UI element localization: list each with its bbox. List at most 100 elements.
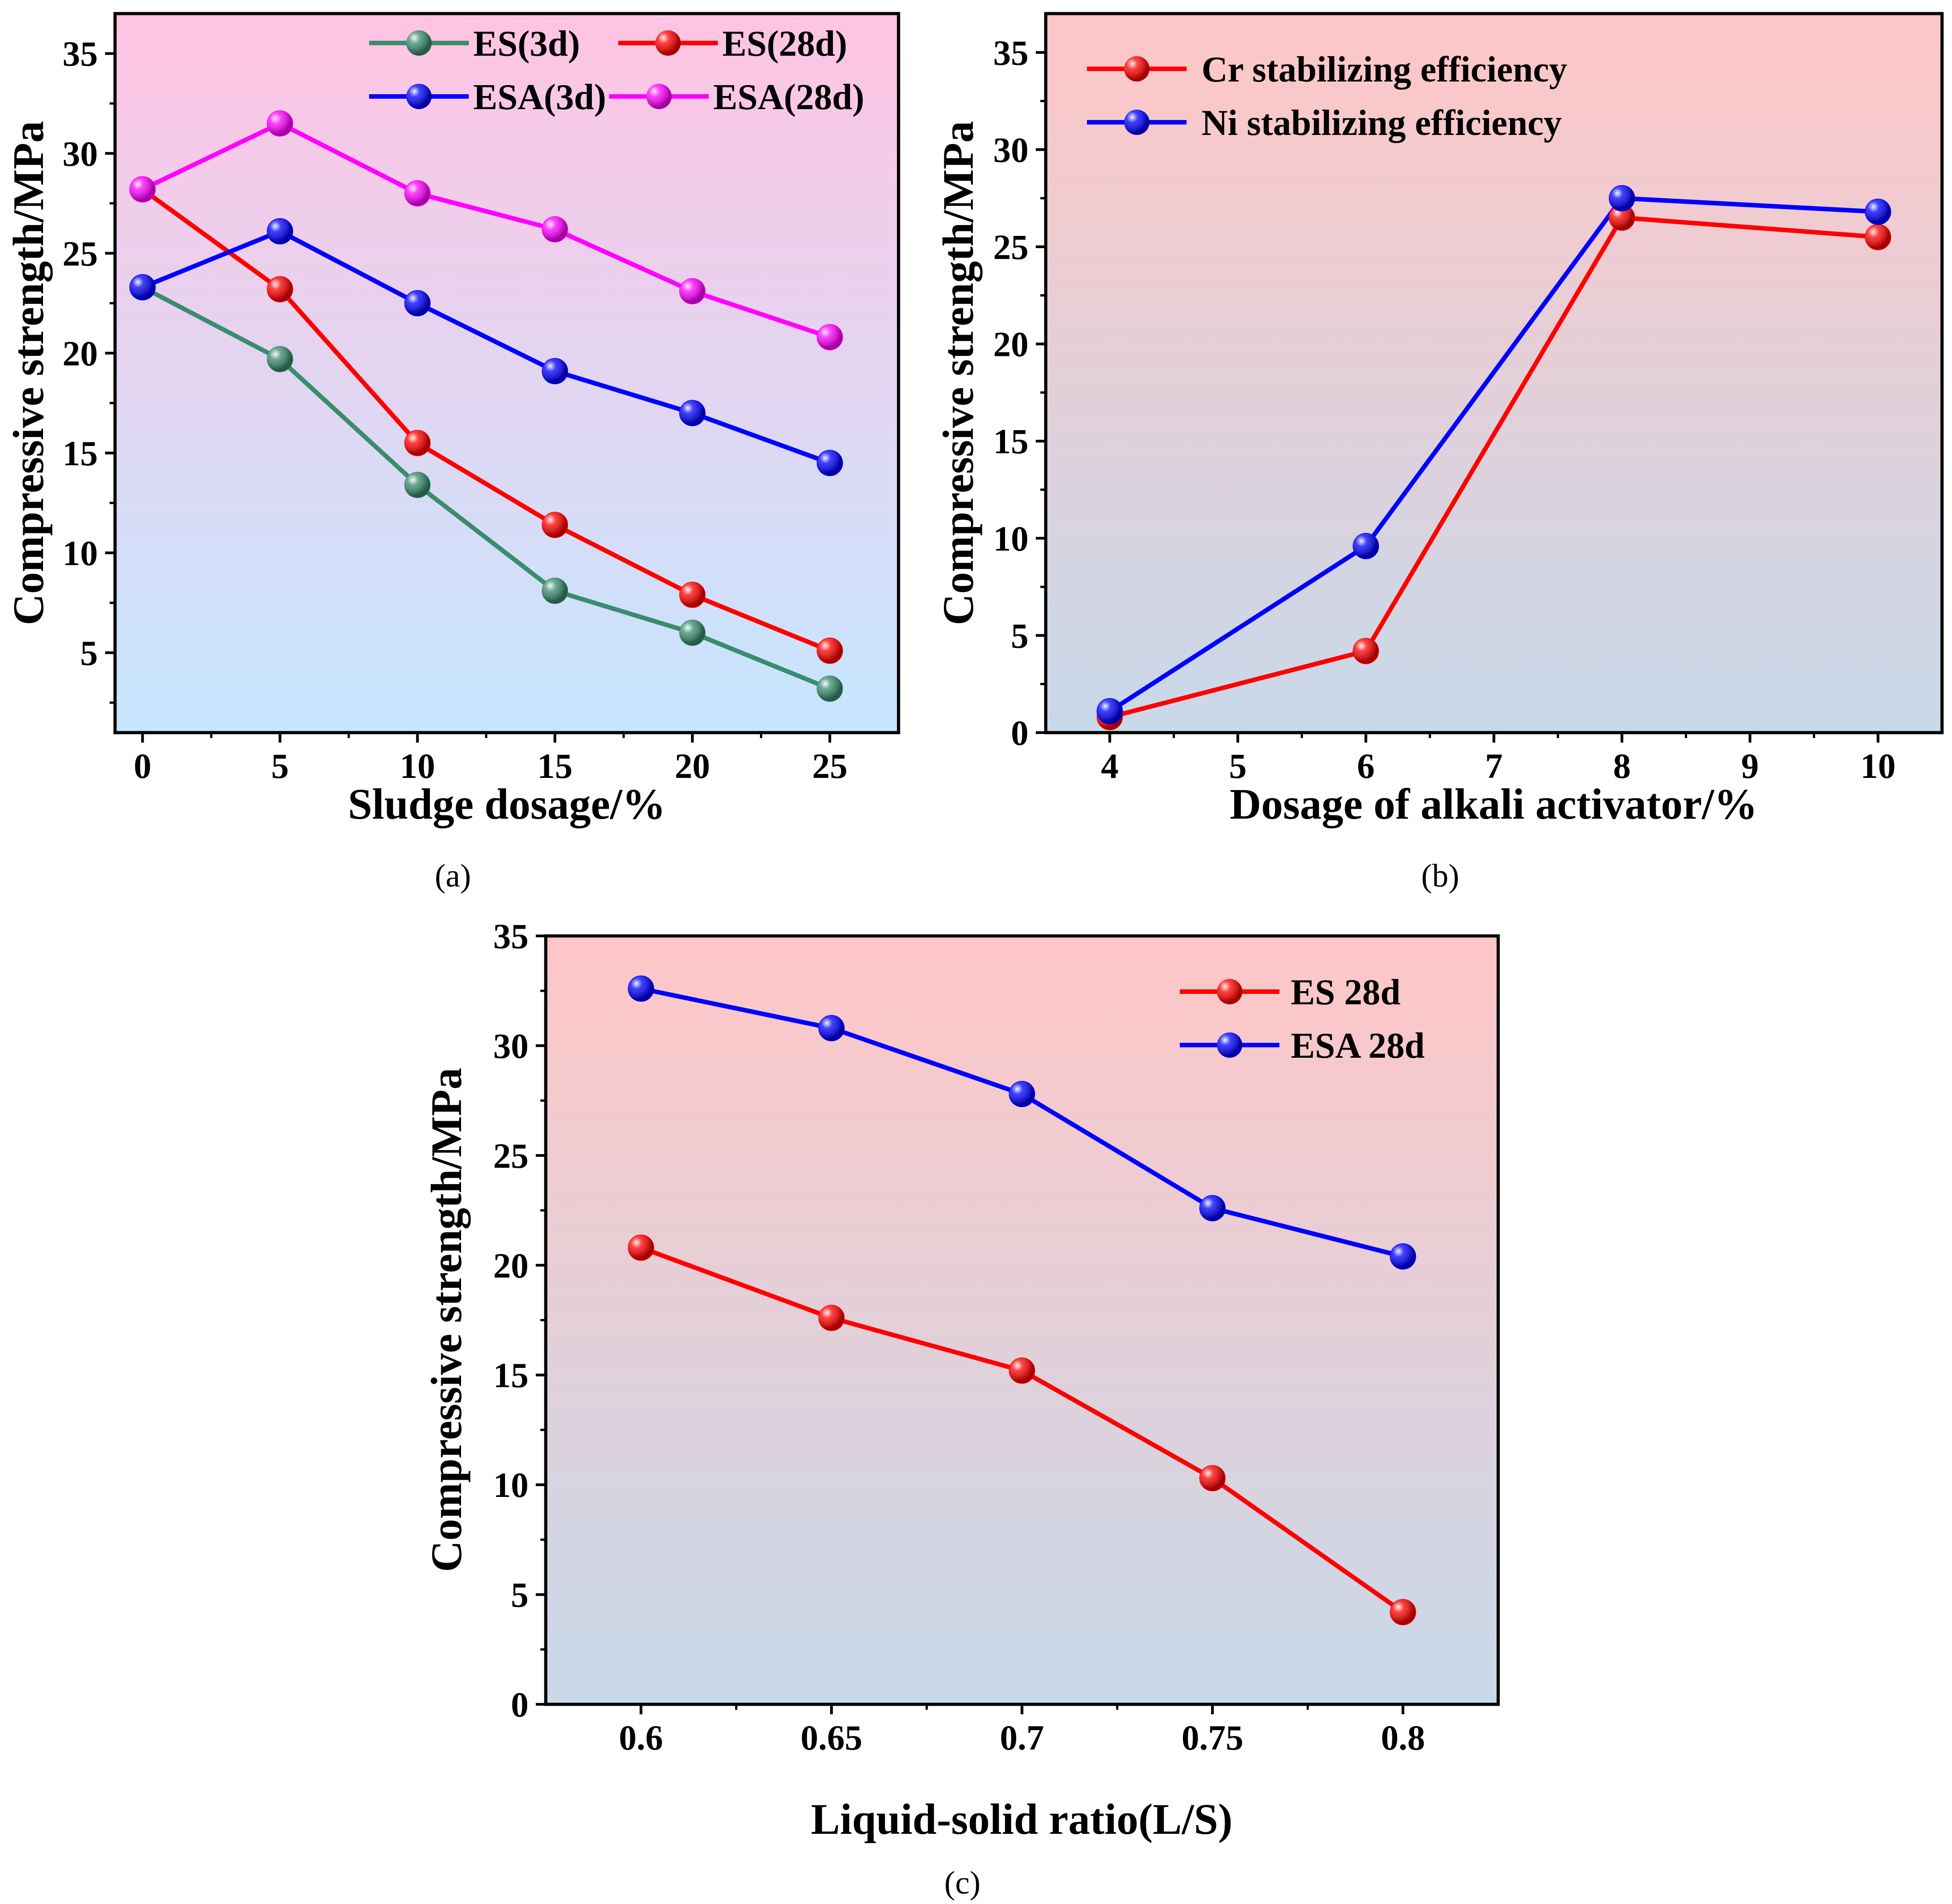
data-point-shine-esa-28d-4 <box>1390 1243 1416 1269</box>
plot-area-a <box>115 14 899 733</box>
legend-label-es-28d: ES(28d) <box>722 24 847 64</box>
legend-label-es-3d: ES(3d) <box>473 24 580 64</box>
y-tick-label-25: 25 <box>63 234 98 273</box>
legend-c: ES 28d ESA 28d <box>1180 973 1425 1066</box>
data-point-shine-cr-stabilizing-efficiency-2 <box>1609 205 1635 230</box>
data-point-shine-es-3d-2 <box>404 472 430 498</box>
data-point-shine-ni-stabilizing-efficiency-0 <box>1097 698 1123 724</box>
y-tick-label-15: 15 <box>63 433 98 473</box>
plot-frame-a <box>113 12 900 734</box>
series-line-ni-stabilizing-efficiency <box>1108 196 1878 713</box>
legend-marker-shine-esa-28d-c <box>1217 1032 1242 1058</box>
data-point-shine-es-28d-4 <box>1390 1599 1416 1625</box>
legend-label-esa-28d: ESA(28d) <box>713 77 864 117</box>
x-tick-label-0: 0 <box>134 746 151 786</box>
legend-marker-shine-es-28d-c <box>1217 979 1242 1004</box>
x-tick-label-5: 5 <box>1229 746 1247 786</box>
x-axis-title-c: Liquid-solid ratio(L/S) <box>811 1795 1233 1843</box>
y-tick-label-35: 35 <box>493 916 529 956</box>
chart-panel-a: 0 5 10 15 20 25 5 10 15 20 25 30 35 Compressive stre… <box>4 12 900 894</box>
data-point-shine-esa-28d-3 <box>542 216 568 242</box>
x-tick-label-5: 5 <box>271 746 289 786</box>
data-point-shine-esa-28d-1 <box>267 110 293 136</box>
data-point-shine-es-3d-5 <box>817 676 843 701</box>
y-tick-label-15: 15 <box>493 1356 529 1395</box>
y-tick-label-30: 30 <box>493 1026 529 1065</box>
y-tick-label-25: 25 <box>993 227 1029 267</box>
data-point-shine-esa-3d-5 <box>817 450 843 476</box>
data-point-shine-es-28d-3 <box>542 512 568 538</box>
x-tick-label-0-7: 0.7 <box>1000 1718 1044 1757</box>
x-tick-label-0-65: 0.65 <box>801 1718 863 1757</box>
data-point-shine-ni-stabilizing-efficiency-1 <box>1353 533 1379 559</box>
y-tick-label-5: 5 <box>80 633 98 673</box>
chart-panel-b: 4 5 6 7 8 9 10 0 5 10 15 20 25 30 35 Compressive stren… <box>934 12 1944 894</box>
data-point-shine-es-3d-4 <box>679 620 705 646</box>
x-tick-label-4: 4 <box>1101 746 1119 786</box>
data-point-shine-esa-28d-5 <box>817 324 843 350</box>
legend-marker-shine-es-3d <box>406 30 432 56</box>
legend-marker-shine-ni <box>1124 110 1149 135</box>
data-point-shine-es-28d-2 <box>404 430 430 456</box>
legend-marker-shine-esa-28d <box>646 84 672 109</box>
data-point-shine-esa-28d-4 <box>679 278 705 304</box>
series-line-esa-3d <box>141 229 831 465</box>
x-tick-label-25: 25 <box>812 746 847 786</box>
x-tick-label-8: 8 <box>1613 746 1631 786</box>
y-tick-label-20: 20 <box>493 1246 529 1285</box>
legend-label-ni: Ni stabilizing efficiency <box>1202 103 1562 143</box>
y-tick-label-35: 35 <box>63 34 98 73</box>
caption-b: (b) <box>1421 858 1459 894</box>
x-tick-label-0-8: 0.8 <box>1381 1718 1425 1757</box>
data-point-shine-es-28d-3 <box>1200 1465 1226 1491</box>
legend-marker-shine-es-28d <box>655 30 681 56</box>
legend-label-esa-3d: ESA(3d) <box>473 77 606 117</box>
data-point-shine-es-28d-0 <box>628 1235 654 1261</box>
x-tick-label-10: 10 <box>400 746 435 786</box>
x-tick-label-7: 7 <box>1485 746 1503 786</box>
y-tick-label-0: 0 <box>511 1685 529 1724</box>
data-point-shine-es-3d-3 <box>542 578 568 604</box>
chart-panel-c: 0.6 0.65 0.7 0.75 0.8 0 5 10 15 20 25 30 35 Compress… <box>422 916 1500 1901</box>
legend-label-cr: Cr stabilizing efficiency <box>1202 50 1567 90</box>
data-point-shine-esa-28d-1 <box>818 1015 844 1041</box>
plot-area-c <box>546 936 1498 1704</box>
x-tick-label-15: 15 <box>537 746 572 786</box>
y-tick-label-5: 5 <box>511 1575 529 1615</box>
data-point-shine-esa-28d-2 <box>1009 1081 1035 1107</box>
series-line-esa-28d <box>141 121 831 340</box>
data-point-shine-es-28d-2 <box>1009 1358 1035 1384</box>
data-point-shine-esa-28d-3 <box>1200 1195 1226 1221</box>
legend-marker-shine-esa-3d <box>406 84 432 109</box>
data-point-shine-esa-3d-4 <box>679 400 705 426</box>
legend-label-es-28d-c: ES 28d <box>1291 973 1400 1012</box>
data-point-shine-es-28d-1 <box>267 276 293 302</box>
caption-a: (a) <box>435 858 471 894</box>
y-tick-label-15: 15 <box>993 422 1029 461</box>
legend-a: ES(3d) ES(28d) ESA(3d) ESA(28d) <box>369 24 864 117</box>
x-tick-label-6: 6 <box>1357 746 1375 786</box>
series-line-es-3d <box>141 285 831 691</box>
y-tick-label-30: 30 <box>63 134 98 173</box>
y-tick-label-35: 35 <box>993 33 1029 72</box>
x-tick-label-0-75: 0.75 <box>1182 1718 1244 1757</box>
x-axis-title-a: Sludge dosage/% <box>348 780 665 828</box>
y-tick-label-20: 20 <box>993 325 1029 364</box>
y-axis-title-a: Compressive strength/MPa <box>4 121 53 625</box>
data-point-shine-esa-3d-0 <box>130 274 155 300</box>
data-point-shine-esa-3d-2 <box>404 290 430 316</box>
x-axis-title-b: Dosage of alkali activator/% <box>1230 780 1757 828</box>
data-point-shine-cr-stabilizing-efficiency-3 <box>1865 224 1891 250</box>
data-point-shine-ni-stabilizing-efficiency-2 <box>1609 185 1635 211</box>
y-tick-label-20: 20 <box>63 334 98 373</box>
caption-c: (c) <box>944 1865 981 1901</box>
y-axis-title-c: Compressive strength/MPa <box>422 1068 471 1572</box>
y-tick-label-10: 10 <box>493 1465 529 1505</box>
data-point-shine-es-28d-5 <box>817 638 843 664</box>
x-tick-label-20: 20 <box>675 746 710 786</box>
data-point-shine-esa-3d-3 <box>542 358 568 384</box>
y-tick-label-30: 30 <box>993 130 1029 169</box>
data-point-shine-esa-28d-0 <box>130 177 155 202</box>
y-tick-label-0: 0 <box>1011 713 1029 753</box>
